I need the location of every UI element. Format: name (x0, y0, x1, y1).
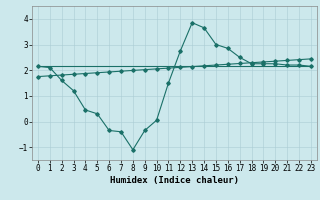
X-axis label: Humidex (Indice chaleur): Humidex (Indice chaleur) (110, 176, 239, 185)
